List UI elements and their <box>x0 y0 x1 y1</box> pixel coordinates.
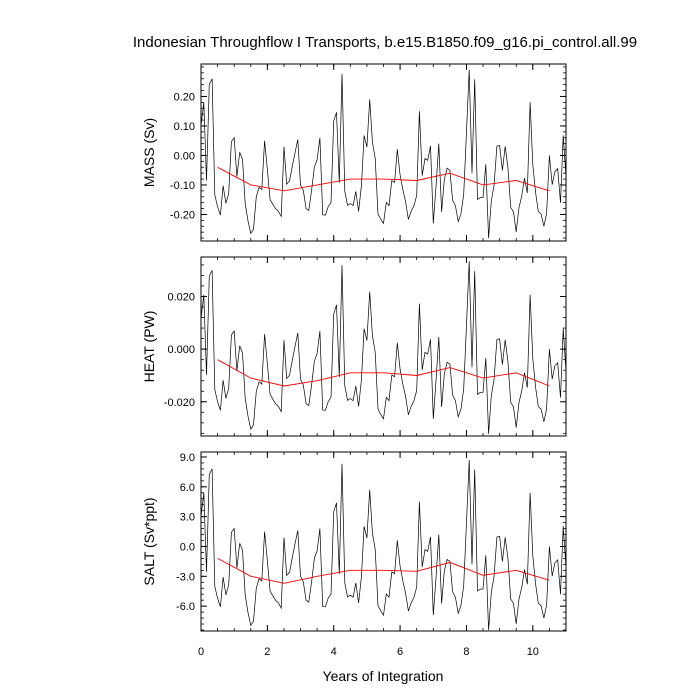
annual-mean-line <box>217 166 550 192</box>
y-axis-label: HEAT (PW) <box>141 311 157 383</box>
y-tick-label: 6.0 <box>180 482 195 494</box>
x-tick-label: 8 <box>463 646 469 658</box>
y-axis-label: MASS (Sv) <box>141 118 157 187</box>
x-axis-label: Years of Integration <box>323 668 444 684</box>
chart-title: Indonesian Throughflow I Transports, b.e… <box>133 34 637 51</box>
panel-frame <box>200 256 567 437</box>
y-tick-label: -3.0 <box>176 571 195 583</box>
y-tick-label: -0.20 <box>170 209 195 221</box>
panel-1: -0.20 -0.10 0.00 0.10 0.20 MASS (Sv) <box>141 63 567 242</box>
x-tick-label: 6 <box>397 646 403 658</box>
panel-2: -0.020 0.000 0.020 HEAT (PW) <box>141 256 567 437</box>
panel-frame <box>200 451 567 632</box>
y-tick-label: 0.000 <box>167 344 195 356</box>
y-tick-label: -0.10 <box>170 180 195 192</box>
monthly-series-line <box>200 261 567 434</box>
x-tick-label: 0 <box>198 646 204 658</box>
y-tick-label: 0.00 <box>174 150 195 162</box>
panel-frame <box>200 63 567 242</box>
y-axis-label: SALT (Sv*ppt) <box>141 497 157 585</box>
x-tick-label: 10 <box>527 646 539 658</box>
y-tick-label: 3.0 <box>180 512 195 524</box>
y-tick-label: 9.0 <box>180 452 195 464</box>
annual-mean-line <box>217 359 550 387</box>
monthly-series-line <box>200 69 567 239</box>
y-tick-label: 0.20 <box>174 91 195 103</box>
x-tick-label: 2 <box>264 646 270 658</box>
panel-3: -6.0 -3.0 0.0 3.0 6.0 9.0 SALT (Sv*ppt) 0 2 4 6 8 10 <box>141 451 567 658</box>
y-tick-label: 0.020 <box>167 291 195 303</box>
monthly-series-line <box>200 459 567 631</box>
y-tick-label: -0.020 <box>164 397 195 409</box>
y-tick-label: -6.0 <box>176 601 195 613</box>
y-tick-label: 0.0 <box>180 541 195 553</box>
x-tick-label: 4 <box>331 646 337 658</box>
annual-mean-line <box>217 558 550 584</box>
y-tick-label: 0.10 <box>174 121 195 133</box>
